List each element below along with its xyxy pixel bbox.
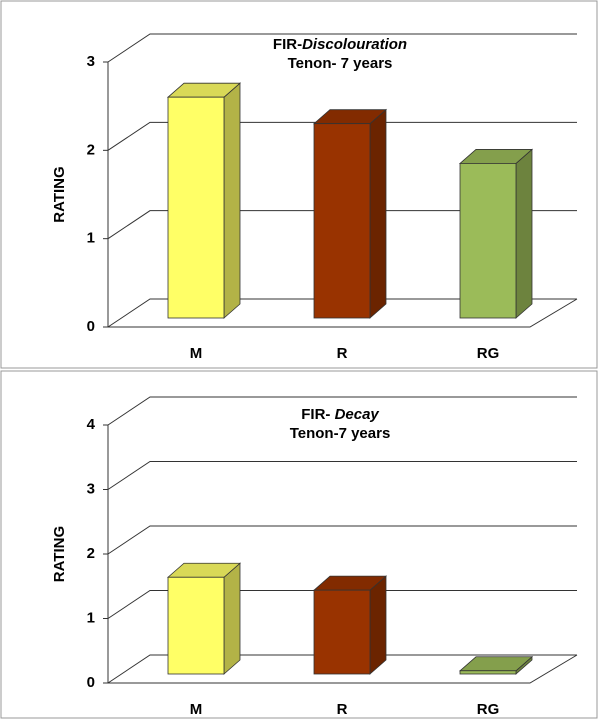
- chart-subtitle: Tenon-7 years: [290, 425, 391, 442]
- chart-subtitle: Tenon- 7 years: [288, 55, 393, 72]
- bar: [167, 96, 225, 319]
- grid-line: [107, 121, 577, 151]
- x-tick-label: R: [337, 345, 348, 362]
- y-tick-label: 1: [87, 230, 95, 247]
- panel-border: [0, 0, 598, 369]
- bar: [313, 589, 371, 675]
- grid-line: [107, 33, 577, 63]
- bar: [313, 123, 371, 319]
- y-tick-label: 3: [87, 480, 95, 497]
- bar-side: [223, 562, 241, 675]
- bar: [167, 576, 225, 675]
- grid-line: [107, 590, 577, 619]
- bar-side: [369, 108, 387, 319]
- y-tick-label: 1: [87, 609, 95, 626]
- x-tick-label: RG: [477, 345, 500, 362]
- y-axis-label: RATING: [51, 166, 68, 222]
- grid-line: [107, 525, 577, 555]
- floor: [108, 654, 578, 684]
- x-tick-label: M: [190, 345, 203, 362]
- y-tick-label: 0: [87, 674, 95, 691]
- grid-line: [107, 210, 577, 240]
- y-axis-label: RATING: [51, 526, 68, 582]
- floor: [108, 298, 578, 328]
- y-tick-label: 4: [87, 416, 96, 433]
- grid-line: [107, 654, 577, 684]
- grid-line: [107, 298, 577, 328]
- grid-line: [107, 461, 577, 490]
- x-tick-label: R: [337, 701, 348, 718]
- y-tick-label: 3: [87, 53, 95, 70]
- y-tick-label: 2: [87, 545, 95, 562]
- bar: [459, 670, 517, 675]
- bar-side: [369, 575, 387, 675]
- grid-line: [107, 396, 577, 426]
- bar: [459, 163, 517, 319]
- y-tick-label: 2: [87, 141, 95, 158]
- panel-border: [0, 370, 598, 719]
- title-part: Decay: [335, 406, 380, 423]
- x-tick-label: RG: [477, 701, 500, 718]
- x-tick-label: M: [190, 701, 203, 718]
- y-tick-label: 0: [87, 318, 95, 335]
- bar-side: [223, 82, 241, 319]
- chart-title: FIR-Discolouration: [273, 36, 407, 53]
- bar-side: [515, 148, 533, 319]
- title-part: FIR-: [273, 36, 302, 53]
- chart-title: FIR- Decay: [301, 406, 379, 423]
- title-part: FIR-: [301, 406, 334, 423]
- title-part: Discolouration: [302, 36, 407, 53]
